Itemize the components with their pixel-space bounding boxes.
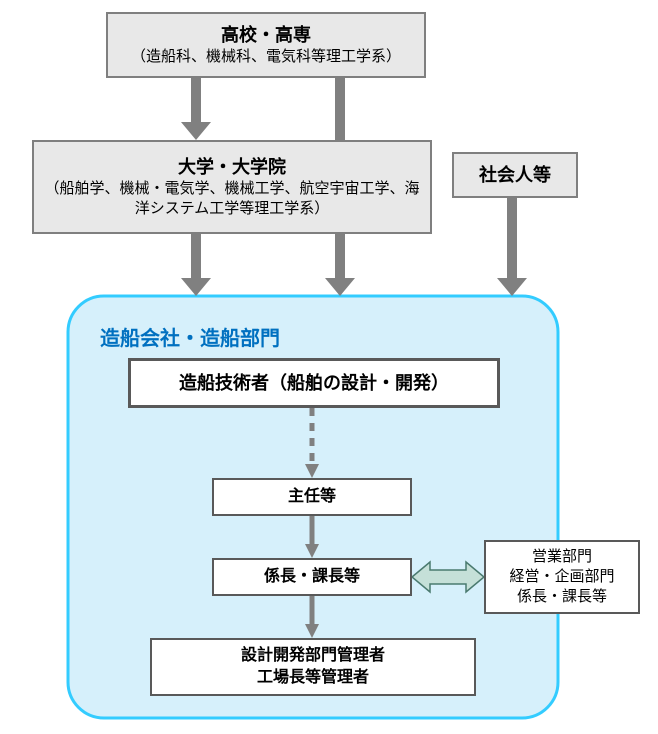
node-lateral-line3: 係長・課長等	[517, 587, 607, 607]
node-director: 設計開発部門管理者 工場長等管理者	[150, 638, 476, 696]
node-university-title: 大学・大学院	[178, 155, 286, 179]
node-highschool-title: 高校・高専	[221, 23, 311, 47]
node-working-adult: 社会人等	[452, 152, 578, 198]
node-highschool-sub: （造船科、機械科、電気科等理工学系）	[131, 47, 401, 67]
company-container-title: 造船会社・造船部門	[100, 322, 280, 351]
node-section-manager-label: 係長・課長等	[264, 566, 360, 588]
node-highschool: 高校・高専 （造船科、機械科、電気科等理工学系）	[106, 12, 426, 78]
node-section-manager: 係長・課長等	[212, 558, 412, 596]
node-chief-label: 主任等	[288, 486, 336, 508]
node-lateral-dept: 営業部門 経営・企画部門 係長・課長等	[484, 540, 640, 614]
node-chief: 主任等	[212, 478, 412, 516]
node-lateral-line1: 営業部門	[532, 547, 592, 567]
node-ship-engineer-label: 造船技術者（船舶の設計・開発）	[179, 371, 449, 395]
arrow-chief-to-manager	[305, 516, 319, 558]
node-director-line1: 設計開発部門管理者	[241, 645, 385, 667]
arrow-highschool-to-university	[181, 78, 211, 140]
double-arrow-lateral	[412, 562, 484, 592]
arrow-worker-to-company	[497, 198, 527, 296]
arrow-engineer-to-chief	[305, 408, 319, 478]
node-university-sub: （船舶学、機械・電気学、機械工学、航空宇宙工学、海洋システム工学等理工学系）	[34, 179, 430, 220]
arrow-university-to-company	[181, 234, 211, 296]
arrow-manager-to-director	[305, 596, 319, 638]
node-university: 大学・大学院 （船舶学、機械・電気学、機械工学、航空宇宙工学、海洋システム工学等…	[32, 140, 432, 234]
node-director-line2: 工場長等管理者	[257, 667, 369, 689]
node-ship-engineer: 造船技術者（船舶の設計・開発）	[128, 358, 500, 408]
node-lateral-line2: 経営・企画部門	[509, 567, 614, 587]
node-working-adult-title: 社会人等	[479, 163, 551, 187]
